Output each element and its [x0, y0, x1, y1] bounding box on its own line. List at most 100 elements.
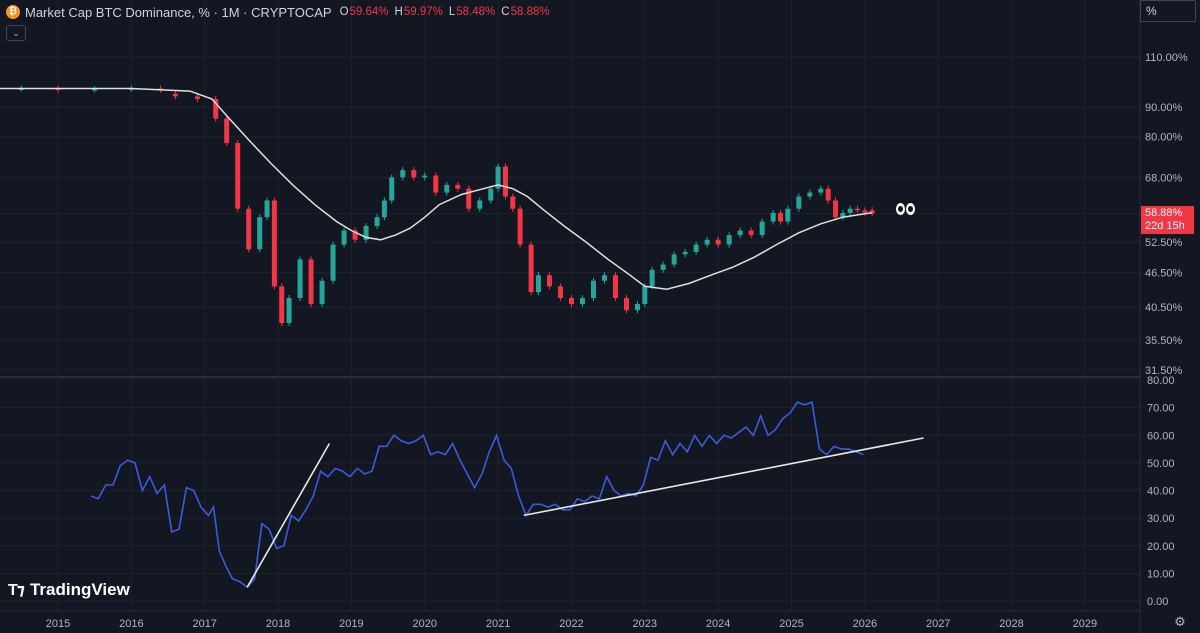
oscillator-tick-label: 40.00 [1147, 486, 1175, 498]
candle-body [546, 275, 552, 287]
candle-body [297, 259, 303, 298]
candle-body [422, 175, 428, 178]
low-key: L [448, 6, 456, 18]
candle-body [194, 96, 200, 100]
candle-body [502, 166, 508, 197]
candle-body [682, 251, 688, 255]
candle-body [257, 217, 263, 250]
candle-body [590, 280, 596, 298]
price-tick-label: 35.50% [1145, 335, 1183, 347]
trendlines[interactable] [246, 437, 924, 588]
candle-body [737, 230, 743, 236]
candle-body [671, 254, 677, 265]
candle-body [363, 225, 369, 240]
candle-body [777, 212, 783, 222]
candle-body [785, 208, 791, 222]
candle-body [411, 170, 417, 178]
last-price-tag: 58.88% 22d 15h [1141, 206, 1194, 234]
time-tick-label: 2019 [339, 618, 363, 630]
price-tick-label: 40.50% [1145, 302, 1183, 314]
candle-body [381, 200, 387, 218]
oscillator-tick-label: 20.00 [1147, 541, 1175, 553]
chevron-down-icon: ⌄ [12, 28, 20, 38]
candle-body [770, 212, 776, 222]
candle-body [528, 244, 534, 293]
time-tick-label: 2017 [192, 618, 216, 630]
candle-body [389, 177, 395, 201]
time-tick-label: 2020 [413, 618, 437, 630]
high-key: H [394, 6, 403, 18]
time-tick-label: 2021 [486, 618, 510, 630]
candle-body [271, 200, 277, 287]
grid-lines [0, 0, 1140, 611]
candle-body [510, 196, 516, 209]
open-value: 59.64% [349, 6, 389, 18]
candle-body [374, 217, 380, 226]
chart-legend: ₿ Market Cap BTC Dominance, % · 1M · CRY… [6, 3, 550, 21]
open-key: O [339, 6, 349, 18]
close-key: C [501, 6, 510, 18]
price-tick-label: 90.00% [1145, 102, 1183, 114]
candle-body [642, 286, 648, 305]
candle-body [213, 99, 219, 119]
price-tick-label: 52.50% [1145, 237, 1183, 249]
candle-body [495, 166, 501, 189]
candle-body [319, 280, 325, 305]
candle-body [517, 208, 523, 245]
candle-body [308, 259, 314, 305]
candle-body [455, 184, 461, 189]
moving-average-line [0, 87, 873, 290]
candle-body [286, 297, 292, 324]
trendline [523, 437, 924, 517]
candle-body [477, 200, 483, 209]
candle-body [634, 304, 640, 311]
candle-body [818, 188, 824, 193]
percent-scale-button[interactable]: % [1140, 0, 1196, 22]
price-axis[interactable]: 110.00% 90.00% 80.00% 68.00% 58.88% 52.50% 46.… [1145, 52, 1188, 377]
candle-body [748, 230, 754, 236]
price-tick-label: 46.50% [1145, 268, 1183, 280]
eyes-emoji-icon [896, 202, 916, 220]
oscillator-tick-label: 70.00 [1147, 403, 1175, 415]
oscillator-tick-label: 0.00 [1147, 596, 1168, 608]
candlestick-series [18, 85, 875, 327]
candle-body [466, 188, 472, 209]
time-tick-label: 2016 [119, 618, 143, 630]
tradingview-mark-icon: T⁊ [8, 582, 25, 599]
candle-body [693, 244, 699, 252]
price-tick-label: 110.00% [1145, 52, 1188, 64]
candle-body [862, 210, 868, 213]
candle-body [352, 230, 358, 240]
candle-body [92, 88, 98, 91]
candle-body [649, 269, 655, 287]
candle-body [833, 200, 839, 218]
time-axis[interactable]: 2015 2016 2017 2018 2019 2020 2021 2022 2023 2024… [46, 618, 1097, 630]
candle-body [264, 200, 270, 218]
time-tick-label: 2015 [46, 618, 70, 630]
candle-body [568, 297, 574, 305]
candle-body [400, 170, 406, 178]
candle-body [726, 235, 732, 245]
bar-countdown: 22d 15h [1145, 220, 1185, 232]
gear-icon[interactable]: ⚙ [1174, 614, 1186, 629]
candle-body [535, 275, 541, 293]
candle-body [612, 275, 618, 298]
high-value: 59.97% [403, 6, 443, 18]
tradingview-logo[interactable]: T⁊ TradingView [8, 580, 130, 600]
legend-title: Market Cap BTC Dominance, % · 1M · CRYPT… [25, 4, 332, 20]
low-value: 58.48% [456, 6, 496, 18]
time-tick-label: 2029 [1073, 618, 1097, 630]
candle-body [759, 221, 765, 236]
oscillator-axis[interactable]: 80.00 70.00 60.00 50.00 40.00 30.00 20.00 10.00… [1147, 375, 1175, 608]
candle-body [840, 212, 846, 218]
last-price-value: 58.88% [1145, 207, 1183, 219]
candle-body [224, 118, 230, 144]
candle-body [172, 93, 178, 97]
oscillator-tick-label: 30.00 [1147, 513, 1175, 525]
tradingview-wordmark: TradingView [29, 580, 130, 599]
oscillator-line [90, 400, 864, 589]
collapse-legend-button[interactable]: ⌄ [6, 25, 26, 41]
oscillator-tick-label: 50.00 [1147, 458, 1175, 470]
candle-body [623, 297, 629, 311]
